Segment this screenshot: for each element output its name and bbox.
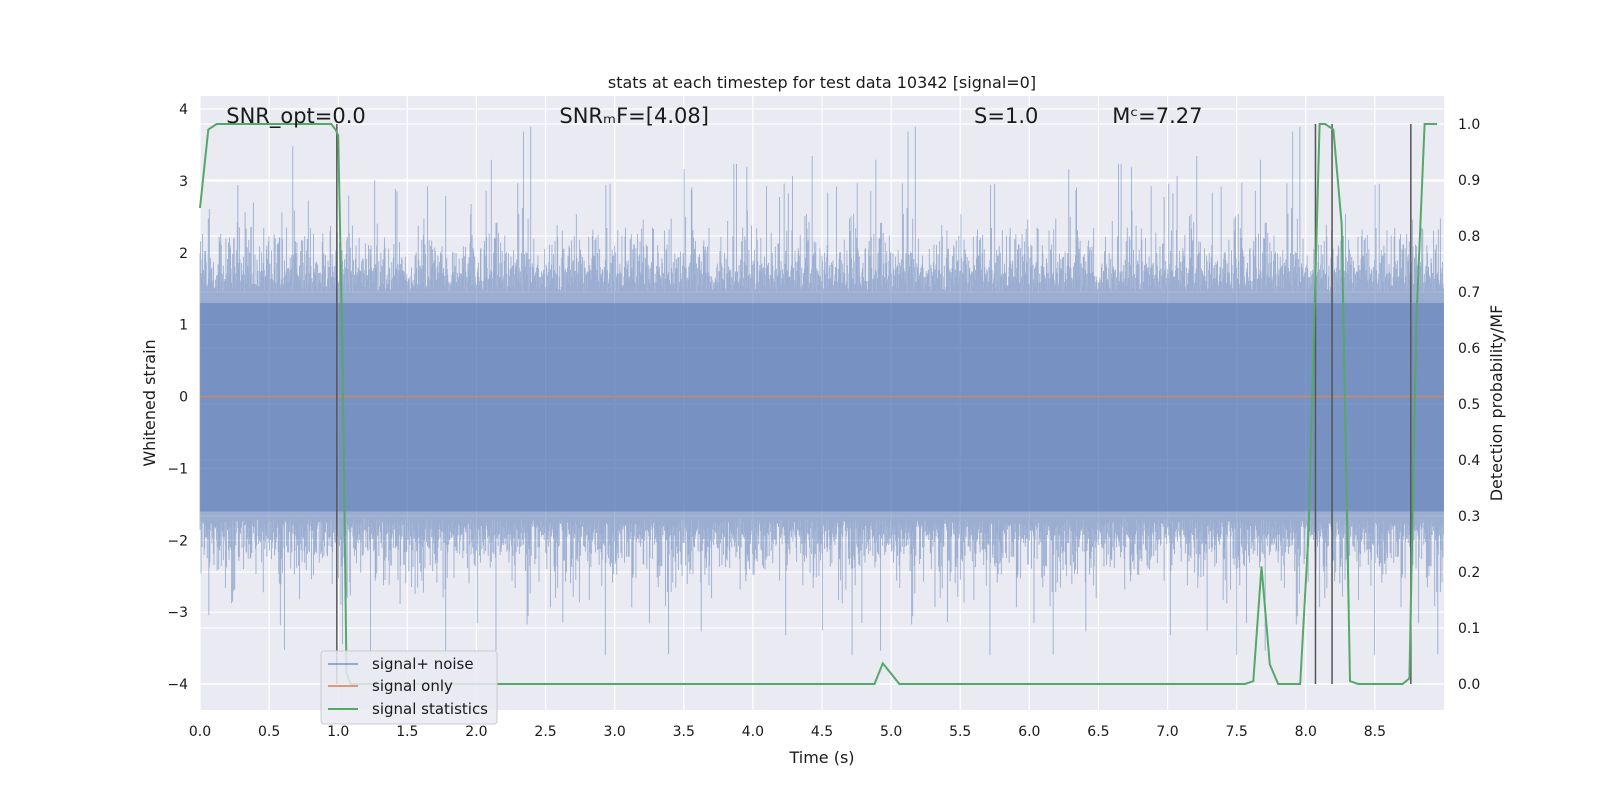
annotation-snr-mf: SNRₘF=[4.08] <box>559 104 709 128</box>
y2-tick-label: 0.6 <box>1458 341 1480 357</box>
y2-tick-label: 0.9 <box>1458 173 1480 189</box>
x-tick-label: 3.0 <box>604 724 626 740</box>
annotation-s-value: S=1.0 <box>974 104 1038 128</box>
x-tick-label: 3.5 <box>673 724 695 740</box>
legend: signal+ noise signal only signal statist… <box>320 650 498 725</box>
x-tick-label: 6.5 <box>1087 724 1109 740</box>
y2-tick-label: 0.1 <box>1458 621 1480 637</box>
y2-tick-label: 0.2 <box>1458 565 1480 581</box>
y-tick-label: −4 <box>167 677 188 693</box>
y-tick-label: 4 <box>179 102 188 118</box>
annotation-mc-value: Mᶜ=7.27 <box>1112 104 1202 128</box>
y2-tick-label: 0.7 <box>1458 285 1480 301</box>
x-tick-label: 7.5 <box>1226 724 1248 740</box>
x-tick-label: 1.0 <box>327 724 349 740</box>
legend-label-stats: signal statistics <box>372 700 488 718</box>
noise-core <box>200 303 1444 512</box>
chart-title: stats at each timestep for test data 103… <box>608 73 1036 92</box>
x-tick-label: 8.0 <box>1295 724 1317 740</box>
signal-statistics-line <box>199 123 1438 685</box>
y-tick-labels: 4 3 2 1 0 −1 −2 −3 −4 <box>167 102 188 693</box>
y-tick-label: 0 <box>179 390 188 406</box>
y2-tick-labels: 1.0 0.9 0.8 0.7 0.6 0.5 0.4 0.3 0.2 0.1 0.0 <box>1458 117 1480 693</box>
y2-tick-label: 0.0 <box>1458 677 1480 693</box>
y2-tick-label: 0.8 <box>1458 229 1480 245</box>
x-tick-label: 5.0 <box>880 724 902 740</box>
legend-label-noise: signal+ noise <box>372 655 474 673</box>
legend-box <box>320 650 498 725</box>
series-signal-statistics <box>199 123 1438 685</box>
y2-tick-label: 1.0 <box>1458 117 1480 133</box>
y-tick-label: −2 <box>167 533 188 549</box>
y2-tick-label: 0.5 <box>1458 397 1480 413</box>
x-tick-label: 0.0 <box>189 724 211 740</box>
x-tick-label: 1.5 <box>396 724 418 740</box>
y-tick-label: 2 <box>179 246 188 262</box>
x-tick-label: 4.5 <box>811 724 833 740</box>
y2-tick-label: 0.3 <box>1458 509 1480 525</box>
y-axis-label: Whitened strain <box>140 339 159 466</box>
legend-label-signal: signal only <box>372 677 453 695</box>
y-tick-label: −3 <box>167 605 188 621</box>
y2-tick-label: 0.4 <box>1458 453 1480 469</box>
x-tick-label: 7.0 <box>1156 724 1178 740</box>
x-tick-label: 6.0 <box>1018 724 1040 740</box>
x-tick-label: 2.5 <box>534 724 556 740</box>
x-tick-label: 5.5 <box>949 724 971 740</box>
x-tick-label: 8.5 <box>1364 724 1386 740</box>
annotation-snr-opt: SNR_opt=0.0 <box>226 104 366 129</box>
y-tick-label: 3 <box>179 174 188 190</box>
noise-trace <box>199 126 1444 656</box>
y2-axis-label: Detection probability/MF <box>1487 305 1506 502</box>
x-axis-label: Time (s) <box>788 748 854 767</box>
y-tick-label: 1 <box>179 318 188 334</box>
x-tick-label: 2.0 <box>465 724 487 740</box>
x-tick-label: 0.5 <box>258 724 280 740</box>
y-tick-label: −1 <box>167 461 188 477</box>
annotations: SNR_opt=0.0 SNRₘF=[4.08] S=1.0 Mᶜ=7.27 <box>226 104 1202 129</box>
series-signal-noise <box>199 126 1444 656</box>
x-tick-label: 4.0 <box>742 724 764 740</box>
x-tick-labels: 0.0 0.5 1.0 1.5 2.0 2.5 3.0 3.5 4.0 4.5 5.0 5.5 6.0 6… <box>189 724 1386 740</box>
